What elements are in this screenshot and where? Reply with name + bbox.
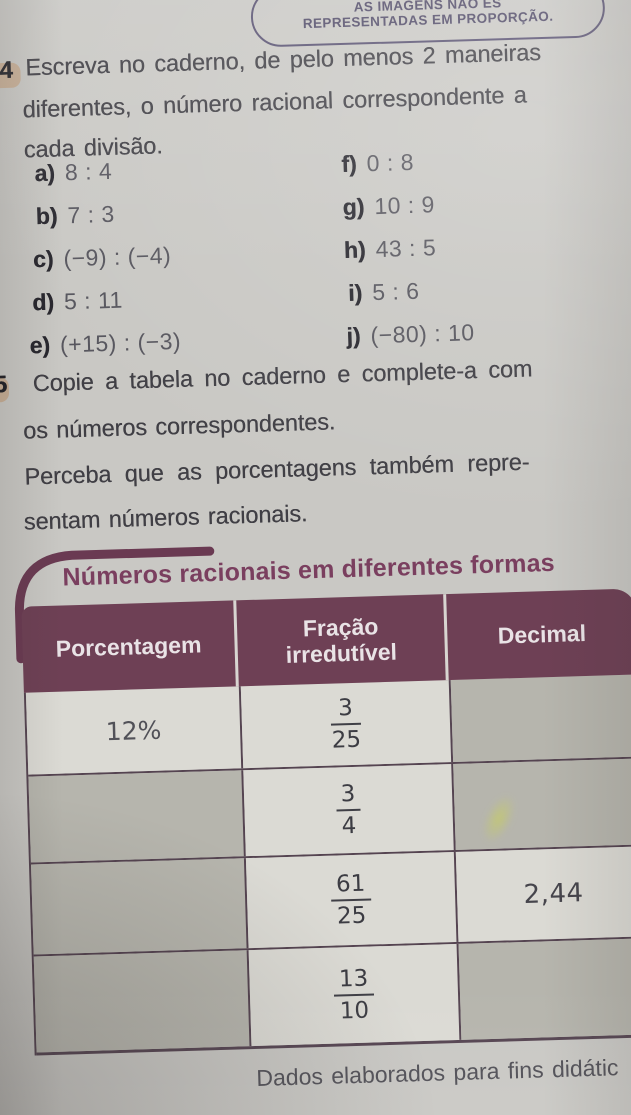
table-row: 13 10 [33, 938, 631, 1056]
list-item-b: b) 7 : 3 [35, 201, 115, 230]
percentage-cell-empty [30, 858, 249, 955]
fraction-denominator: 25 [336, 902, 367, 930]
fraction-cell: 3 25 [240, 680, 454, 769]
list-item-d: d) 5 : 11 [32, 287, 123, 317]
fraction-numerator: 3 [330, 694, 361, 726]
percentage-value: 12% [105, 715, 162, 746]
exercise5-statement-line: os números correspondentes. [22, 408, 336, 444]
fraction-numerator: 61 [330, 870, 371, 902]
fraction-denominator: 4 [341, 812, 357, 840]
table-row: 61 25 2,44 [30, 846, 631, 957]
percentage-cell: 12% [25, 686, 244, 775]
exercise5-statement-line: Perceba que as porcentagens também repre… [24, 448, 530, 490]
item-value: 43 : 5 [375, 234, 437, 263]
exercise4-number: 4 [0, 56, 14, 85]
item-label: a) [34, 159, 56, 187]
decimal-value: 2,44 [523, 878, 584, 910]
table-frame-curve-icon [14, 546, 215, 664]
fraction-numerator: 13 [333, 965, 374, 997]
list-item-a: a) 8 : 4 [34, 158, 112, 187]
table-source-note: Dados elaborados para fins didátic [256, 1054, 619, 1091]
list-item-j: j) (−80) : 10 [346, 319, 475, 350]
item-label: e) [29, 331, 51, 359]
fraction: 3 25 [330, 694, 362, 754]
decimal-cell-empty [458, 938, 631, 1040]
item-label: i) [347, 279, 363, 306]
item-value: (−80) : 10 [370, 319, 475, 349]
item-label: g) [342, 193, 365, 221]
table-header-row: Porcentagem Fração irredutível Decimal [21, 588, 631, 693]
fraction-denominator: 25 [331, 726, 362, 754]
list-item-f: f) 0 : 8 [341, 149, 414, 178]
fraction: 13 10 [333, 965, 375, 1025]
exercise5-number: 5 [0, 371, 8, 399]
column-header-decimal: Decimal [497, 620, 587, 649]
item-value: 0 : 8 [366, 148, 415, 177]
fraction: 61 25 [330, 870, 372, 930]
list-item-i: i) 5 : 6 [348, 278, 420, 307]
item-label: f) [340, 150, 358, 178]
fraction-numerator: 3 [335, 780, 361, 812]
exercise5-statement-line: sentam números racionais. [23, 500, 308, 535]
decimal-cell: 2,44 [455, 846, 631, 942]
exercise5-statement-line: Copie a tabela no caderno e complete-a c… [32, 355, 533, 397]
list-item-g: g) 10 : 9 [342, 191, 435, 221]
item-value: 8 : 4 [64, 157, 113, 186]
exercise4-statement-line: diferentes, o número racional correspond… [22, 81, 527, 123]
list-item-h: h) 43 : 5 [344, 234, 437, 264]
percentage-cell-empty [33, 950, 252, 1053]
percentage-cell-empty [28, 770, 246, 863]
list-item-e: e) (+15) : (−3) [29, 328, 181, 359]
note-bubble: AS IMAGENS NÃO ES REPRESENTADAS EM PROPO… [250, 0, 606, 48]
fraction-cell: 61 25 [245, 851, 459, 949]
item-value: 5 : 6 [371, 277, 420, 306]
item-value: 5 : 11 [63, 286, 124, 315]
item-label: h) [343, 236, 367, 264]
list-item-c: c) (−9) : (−4) [33, 242, 172, 273]
decimal-cell-empty [450, 674, 631, 762]
fraction-denominator: 10 [339, 997, 370, 1025]
column-header-fracao-irredutivel: Fração irredutível [236, 594, 449, 687]
column-header-porcentagem: Porcentagem [21, 600, 239, 693]
item-label: b) [35, 202, 58, 230]
item-label: c) [32, 245, 54, 273]
item-value: (+15) : (−3) [59, 327, 182, 358]
item-label: d) [31, 288, 55, 316]
item-label: j) [346, 322, 361, 349]
item-value: 10 : 9 [373, 191, 436, 220]
fraction-cell: 13 10 [248, 943, 462, 1047]
item-value: 7 : 3 [67, 200, 116, 229]
item-value: (−9) : (−4) [63, 242, 172, 272]
